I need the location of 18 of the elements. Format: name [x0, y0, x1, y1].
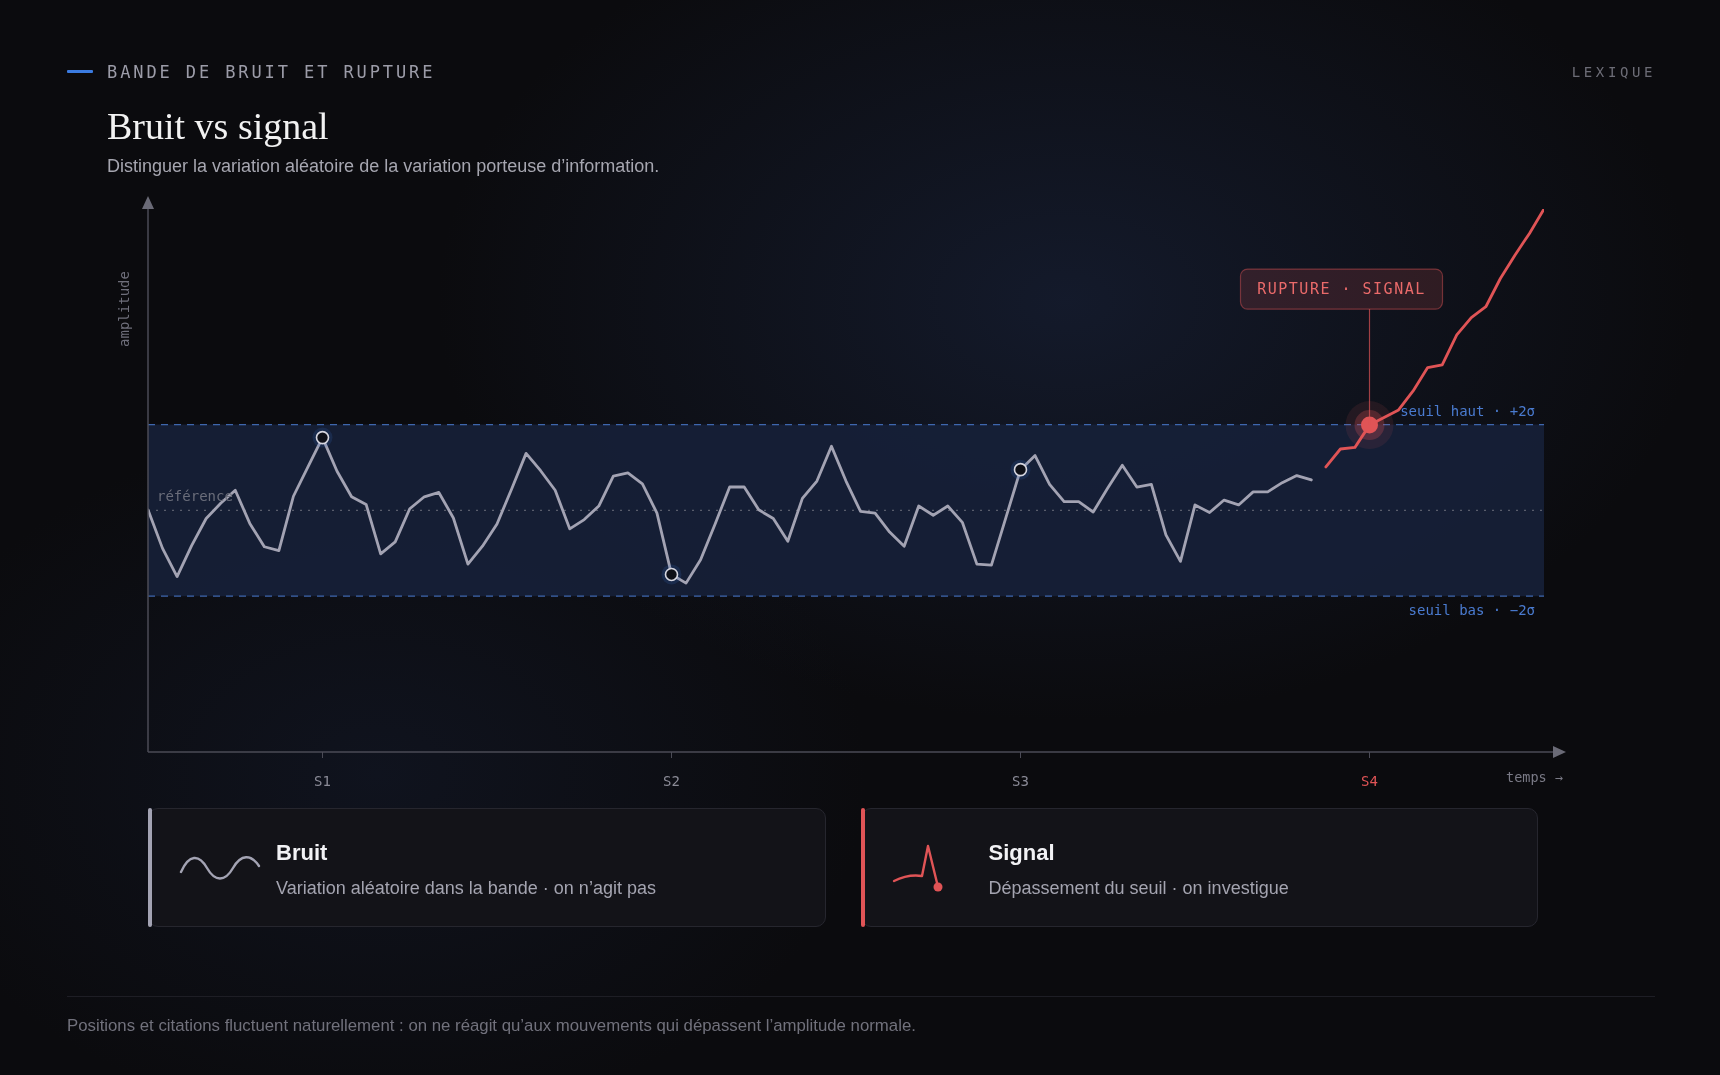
ref-line-label: seuil bas · −2σ: [1408, 602, 1535, 619]
x-axis-title: temps →: [1506, 769, 1563, 785]
chart-subtitle: Distinguer la variation aléatoire de la variation porteuse d’information.: [107, 155, 660, 177]
x-tick-label: S4: [1361, 773, 1378, 789]
x-tick-label: S2: [663, 773, 680, 789]
text: Variation aléatoire dans la bande · on n’agit pas: [276, 877, 656, 899]
ref-line-label: seuil haut · +2σ: [1400, 402, 1535, 419]
y-axis-title: amplitude: [116, 271, 132, 347]
chart-title: Bruit vs signal: [107, 105, 329, 147]
annotation: RUPTURE · SIGNAL: [1257, 280, 1426, 299]
x-tick-label: S3: [1012, 773, 1029, 789]
legend-label: Bruit: [276, 840, 328, 866]
legend-label: Signal: [988, 840, 1055, 866]
text: LEXIQUE: [1571, 63, 1656, 81]
text: BANDE DE BRUIT ET RUPTURE: [107, 62, 436, 82]
text: Dépassement du seuil · on investigue: [988, 877, 1289, 899]
x-tick-label: S1: [314, 773, 331, 789]
text: Positions et citations fluctuent naturellement : on ne réagit qu’aux mouvements qui dépassent l’amplitude normale.: [67, 1015, 916, 1036]
